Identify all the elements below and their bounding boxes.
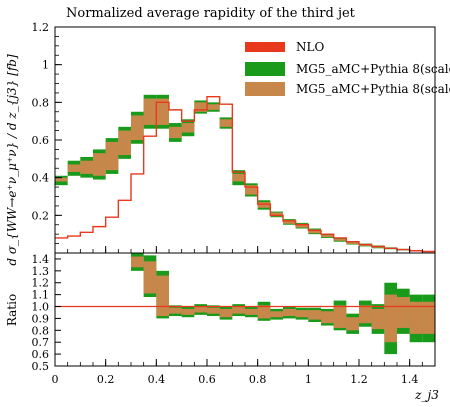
ratio-y-tick-label-0: 0.5	[32, 360, 50, 373]
x-tick-label-7: 1.4	[401, 373, 419, 386]
brown-band-bin-1	[67, 164, 81, 173]
x-tick-label-2: 0.4	[148, 373, 166, 386]
main-y-tick-label-2: 0.6	[32, 134, 50, 147]
ratio-y-label: Ratio	[5, 294, 19, 326]
ratio-brown-bin-24	[359, 305, 372, 324]
legend-label-nlo: NLO	[296, 40, 324, 54]
brown-band-bin-19	[295, 223, 309, 228]
ratio-brown-bin-23	[346, 317, 359, 331]
main-bands	[55, 94, 435, 253]
brown-band-bin-4	[105, 141, 119, 171]
ratio-brown-bin-15	[245, 308, 258, 315]
legend-swatch-scale-plus	[245, 62, 285, 76]
ratio-y-tick-label-3: 0.8	[32, 324, 50, 337]
x-tick-label-3: 0.6	[198, 373, 216, 386]
ratio-brown-bin-18	[283, 308, 296, 317]
brown-band-bin-23	[346, 242, 359, 244]
legend-label-scale-plus: MG5_aMC+Pythia 8(scale⊕	[296, 62, 450, 76]
main-y-tick-label-4: 1	[42, 59, 49, 72]
ratio-brown-bin-20	[308, 310, 321, 320]
ratio-y-tick-label-5: 1.0	[32, 301, 50, 314]
ratio-brown-bin-8	[156, 275, 169, 317]
ratio-panel: 0.50.60.70.80.91.01.11.21.31.4 0 0.2 0.4 0.…	[32, 249, 436, 386]
ratio-brown-bin-6	[131, 256, 144, 268]
ratio-brown-bin-27	[397, 297, 410, 328]
brown-band-bin-22	[333, 238, 347, 241]
ratio-brown-bin-12	[207, 307, 220, 314]
ratio-brown-bin-26	[384, 294, 397, 343]
brown-band-bin-12	[207, 104, 220, 110]
ratio-brown-bin-25	[371, 308, 385, 330]
brown-band-bin-5	[118, 130, 131, 156]
chart-title: Normalized average rapidity of the third…	[66, 6, 356, 21]
ratio-brown-bin-7	[143, 261, 157, 294]
brown-band-bin-7	[143, 98, 157, 125]
ratio-brown-bin-22	[333, 305, 347, 328]
brown-band-bin-14	[232, 173, 245, 182]
ratio-brown-bin-17	[270, 311, 283, 318]
brown-band-bin-2	[80, 160, 93, 174]
main-y-tick-label-5: 1.2	[32, 21, 50, 34]
ratio-brown-bin-11	[194, 306, 207, 313]
ratio-brown-bin-16	[257, 305, 271, 319]
x-tick-label-4: 0.8	[249, 373, 267, 386]
ratio-y-tick-label-9: 1.4	[32, 253, 50, 266]
legend-label-scale: MG5_aMC+Pythia 8(scale)	[296, 82, 450, 96]
main-y-ticks: 0.2 0.4 0.6 0.8 1 1.2	[32, 21, 62, 244]
x-tick-label-1: 0.2	[97, 373, 115, 386]
legend: NLO MG5_aMC+Pythia 8(scale⊕ MG5_aMC+Pyth…	[245, 40, 450, 96]
ratio-brown-bin-28	[409, 301, 423, 334]
brown-band-bin-17	[270, 212, 283, 217]
legend-swatch-nlo	[245, 42, 285, 52]
main-y-tick-label-1: 0.4	[32, 172, 50, 185]
brown-band-bin-9	[169, 126, 182, 139]
ratio-brown-bin-14	[232, 306, 245, 314]
ratio-brown-bin-29	[422, 301, 435, 334]
ratio-y-ticks: 0.50.60.70.80.91.01.11.21.31.4	[32, 253, 61, 373]
ratio-y-tick-label-8: 1.3	[32, 265, 50, 278]
brown-band-bin-15	[245, 185, 258, 195]
ratio-brown-bin-21	[321, 311, 334, 324]
ratio-y-tick-label-1: 0.6	[32, 348, 50, 361]
ratio-brown-bin-19	[295, 310, 309, 318]
x-tick-label-6: 1.2	[350, 373, 368, 386]
ratio-brown-bin-9	[169, 307, 182, 314]
main-y-tick-label-3: 0.8	[32, 96, 50, 109]
main-lines	[55, 95, 435, 253]
main-panel: 0.2 0.4 0.6 0.8 1 1.2	[32, 21, 436, 254]
brown-band-bin-6	[131, 115, 144, 140]
brown-band-bin-16	[257, 202, 271, 208]
brown-band-bin-18	[283, 220, 296, 224]
brown-band-bin-21	[321, 235, 334, 237]
ratio-brown-bin-10	[181, 308, 195, 315]
brown-band-bin-20	[308, 229, 321, 234]
ratio-y-tick-label-4: 0.9	[32, 312, 50, 325]
ratio-y-tick-label-6: 1.1	[32, 289, 50, 302]
x-tick-label-5: 1	[305, 373, 312, 386]
brown-band-bin-11	[194, 102, 207, 112]
legend-swatch-scale	[245, 82, 285, 96]
y-axis-label: d σ_{WW→e⁺ν_μ⁺ν} / d z_{j3} [fb]	[5, 54, 19, 266]
ratio-y-tick-label-7: 1.2	[32, 277, 50, 290]
brown-band-bin-8	[156, 98, 169, 125]
ratio-brown-bin-13	[219, 308, 233, 318]
main-y-tick-label-0: 0.2	[32, 209, 50, 222]
x-axis-label: z_j3	[414, 388, 439, 402]
nlo-line	[55, 95, 435, 253]
brown-band-bin-10	[181, 123, 195, 133]
ratio-y-tick-label-2: 0.7	[32, 336, 50, 349]
ratio-x-ticks: 0 0.2 0.4 0.6 0.8 1 1.2 1.4	[52, 249, 423, 386]
brown-band-bin-13	[219, 119, 233, 127]
ratio-bands	[131, 253, 435, 355]
brown-band-bin-0	[55, 177, 68, 182]
x-tick-label-0: 0	[52, 373, 59, 386]
brown-band-bin-3	[93, 153, 106, 176]
